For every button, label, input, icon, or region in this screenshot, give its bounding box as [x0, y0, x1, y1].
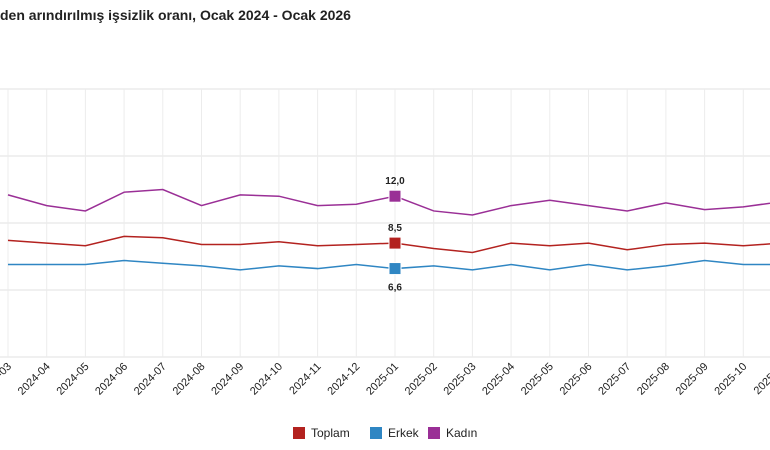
- x-tick-label: 2025-08: [635, 361, 672, 398]
- x-tick-label: 2024-05: [54, 361, 91, 398]
- point-marker: [388, 236, 402, 250]
- x-tick-label: 2024-03: [0, 361, 14, 398]
- x-tick-label: 2024-11: [287, 361, 323, 397]
- point-marker: [388, 262, 402, 276]
- x-tick-label: 2024-06: [93, 361, 130, 398]
- legend-label: Toplam: [311, 426, 350, 440]
- x-tick-label: 2025-02: [403, 361, 440, 398]
- x-tick-label: 2024-08: [171, 361, 208, 398]
- x-tick-label: 2024-04: [16, 361, 53, 398]
- chart-title: den arındırılmış işsizlik oranı, Ocak 20…: [0, 7, 351, 23]
- x-tick-label: 2024-07: [132, 361, 169, 398]
- x-tick-label: 2025-11: [752, 361, 770, 397]
- x-tick-label: 2025-07: [596, 361, 633, 398]
- legend-label: Kadın: [446, 426, 477, 440]
- data-label: 6,6: [388, 283, 402, 294]
- x-tick-label: 2025-06: [558, 361, 595, 398]
- legend-swatch: [370, 427, 382, 439]
- x-tick-label: 2024-12: [325, 361, 362, 398]
- legend-swatch: [293, 427, 305, 439]
- legend-label: Erkek: [388, 426, 420, 440]
- x-tick-label: 2025-01: [364, 361, 401, 398]
- legend-item: Kadın: [428, 426, 477, 440]
- x-tick-label: 2025-05: [519, 361, 556, 398]
- data-label: 12,0: [385, 176, 405, 187]
- point-marker: [388, 189, 402, 203]
- data-label: 8,5: [388, 223, 402, 234]
- legend-swatch: [428, 427, 440, 439]
- x-tick-label: 2025-03: [441, 361, 478, 398]
- legend-item: Toplam: [293, 426, 350, 440]
- x-tick-label: 2025-10: [712, 361, 749, 398]
- x-tick-label: 2024-10: [248, 361, 285, 398]
- x-tick-label: 2025-04: [480, 361, 517, 398]
- x-tick-label: 2025-09: [674, 361, 711, 398]
- x-tick-label: 2024-09: [209, 361, 246, 398]
- legend-item: Erkek: [370, 426, 420, 440]
